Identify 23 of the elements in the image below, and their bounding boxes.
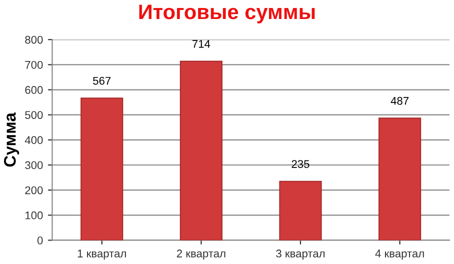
data-label: 487: [390, 96, 409, 105]
data-label: 567: [93, 76, 111, 85]
y-tick-label: 100: [25, 211, 43, 220]
x-tick-label: 1 квартал: [78, 250, 126, 260]
x-tick-label: 4 квартал: [375, 250, 424, 260]
y-tick-label: 0: [37, 236, 43, 244]
x-tick-label: 3 квартал: [276, 250, 325, 260]
bar: [80, 98, 124, 240]
bar: [279, 180, 322, 240]
y-tick-label: 200: [25, 186, 43, 194]
data-label: 714: [192, 40, 210, 48]
y-tick-label: 800: [25, 36, 43, 44]
bar: [180, 60, 222, 240]
y-tick-label: 500: [25, 111, 43, 119]
y-axis-title: Сумма: [4, 112, 20, 167]
y-tick-label: 400: [24, 136, 43, 144]
chart-title: Итоговые суммы: [139, 4, 315, 24]
data-label: 235: [292, 160, 310, 168]
bar: [378, 118, 422, 240]
y-tick-label: 700: [25, 60, 43, 69]
x-tick-label: 2 квартал: [176, 250, 226, 260]
y-tick-label: 300: [25, 161, 43, 170]
y-tick-label: 600: [25, 86, 43, 94]
